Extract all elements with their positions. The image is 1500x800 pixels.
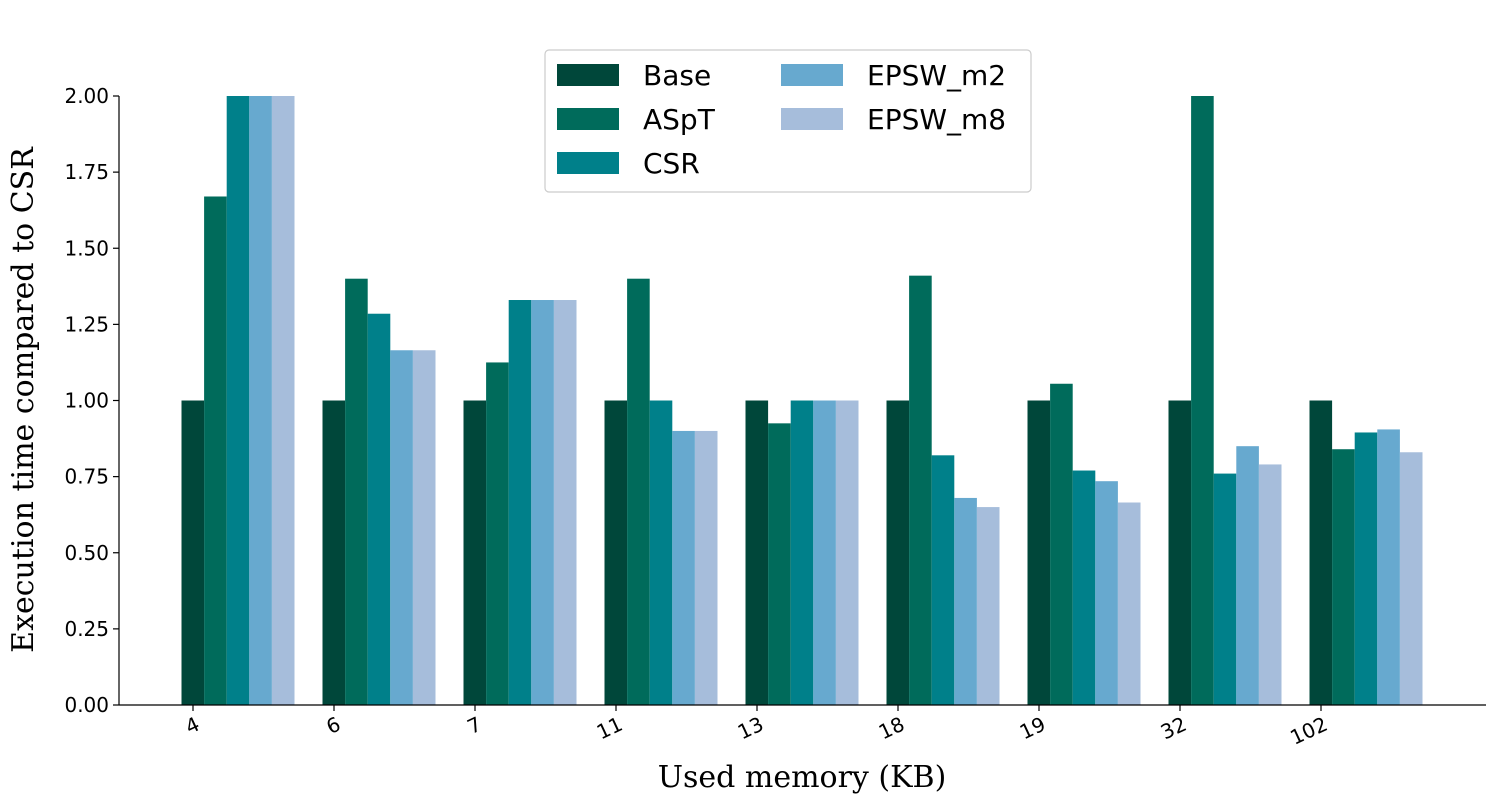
legend-swatch-aspt [557, 108, 619, 130]
bar-base-13 [745, 400, 769, 705]
legend-label-csr: CSR [643, 147, 700, 180]
bar-base-6 [322, 400, 346, 705]
bar-epsw-m8-4 [271, 96, 295, 705]
bar-epsw-m8-18 [976, 507, 1000, 705]
x-axis-title: Used memory (KB) [658, 760, 947, 795]
bar-aspt-13 [768, 423, 791, 705]
x-tick-label: 18 [875, 712, 908, 745]
bar-epsw-m2-19 [1095, 481, 1118, 705]
bar-csr-11 [649, 400, 673, 705]
y-axis-title: Execution time compared to CSR [6, 146, 41, 653]
bar-aspt-7 [486, 362, 509, 705]
bar-base-4 [181, 400, 205, 705]
y-tick-label: 0.25 [64, 617, 109, 641]
bar-base-19 [1027, 400, 1051, 705]
x-tick-label: 7 [463, 712, 485, 739]
bar-epsw-m2-32 [1236, 446, 1259, 705]
legend-swatch-epsw-m2 [781, 64, 843, 86]
bar-epsw-m8-102 [1399, 452, 1423, 705]
bar-csr-7 [508, 300, 532, 705]
y-tick-label: 1.50 [64, 236, 109, 260]
bar-base-102 [1309, 400, 1333, 705]
y-tick-label: 2.00 [64, 84, 109, 108]
bar-epsw-m8-11 [694, 430, 718, 705]
bar-csr-18 [931, 455, 955, 705]
bar-epsw-m2-11 [672, 430, 695, 705]
bar-epsw-m8-6 [412, 350, 436, 705]
bar-aspt-11 [627, 278, 650, 705]
x-ticks: 4 6 7 11 13 18 19 32 102 [181, 705, 1331, 750]
x-tick-label: 6 [322, 712, 344, 739]
bar-epsw-m2-6 [390, 350, 413, 705]
bar-aspt-32 [1191, 96, 1214, 705]
bar-aspt-6 [345, 278, 368, 705]
bar-csr-19 [1072, 470, 1096, 705]
legend-label-epsw-m8: EPSW_m8 [867, 103, 1006, 136]
bar-csr-4 [226, 96, 250, 705]
y-tick-label: 1.25 [64, 312, 109, 336]
x-tick-label: 19 [1016, 712, 1049, 745]
bar-csr-32 [1213, 473, 1237, 705]
legend-swatch-base [557, 64, 619, 86]
bar-csr-13 [790, 400, 814, 705]
y-ticks: 0.00 0.25 0.50 0.75 1.00 1.25 1.50 1.75 2.00 [64, 84, 119, 717]
legend: Base ASpT CSR EPSW_m2 EPSW_m8 [544, 49, 1032, 193]
bar-epsw-m2-18 [954, 497, 977, 705]
x-tick-label: 4 [181, 712, 203, 739]
bar-aspt-18 [909, 275, 932, 705]
bar-epsw-m2-7 [531, 300, 554, 705]
bar-aspt-19 [1050, 383, 1073, 705]
x-tick-label: 32 [1157, 712, 1190, 745]
x-tick-label: 11 [593, 712, 626, 745]
bar-base-11 [604, 400, 628, 705]
bars-layer [181, 96, 1423, 706]
bar-epsw-m2-13 [813, 400, 836, 705]
bar-epsw-m2-102 [1377, 429, 1400, 705]
bar-aspt-4 [204, 196, 227, 706]
y-tick-label: 1.00 [64, 389, 109, 413]
bar-base-32 [1168, 400, 1192, 705]
bar-epsw-m8-32 [1258, 464, 1282, 705]
bar-base-18 [886, 400, 910, 705]
legend-swatch-epsw-m8 [781, 108, 843, 130]
legend-label-aspt: ASpT [643, 103, 716, 136]
bar-aspt-102 [1332, 449, 1355, 705]
y-tick-label: 0.50 [64, 541, 109, 565]
x-tick-label: 13 [734, 712, 767, 745]
y-tick-label: 1.75 [64, 160, 109, 184]
bar-epsw-m2-4 [249, 96, 272, 705]
bar-csr-102 [1354, 432, 1378, 705]
bar-csr-6 [367, 313, 391, 705]
bar-epsw-m8-19 [1117, 502, 1141, 705]
bar-base-7 [463, 400, 487, 705]
x-tick-label: 102 [1286, 712, 1331, 750]
y-tick-label: 0.00 [64, 693, 109, 717]
bar-epsw-m8-7 [553, 300, 577, 705]
bar-epsw-m8-13 [835, 400, 859, 705]
legend-swatch-csr [557, 152, 619, 174]
legend-items: Base ASpT CSR EPSW_m2 EPSW_m8 [557, 59, 1006, 180]
legend-label-base: Base [643, 59, 711, 92]
legend-label-epsw-m2: EPSW_m2 [867, 59, 1006, 92]
y-tick-label: 0.75 [64, 465, 109, 489]
